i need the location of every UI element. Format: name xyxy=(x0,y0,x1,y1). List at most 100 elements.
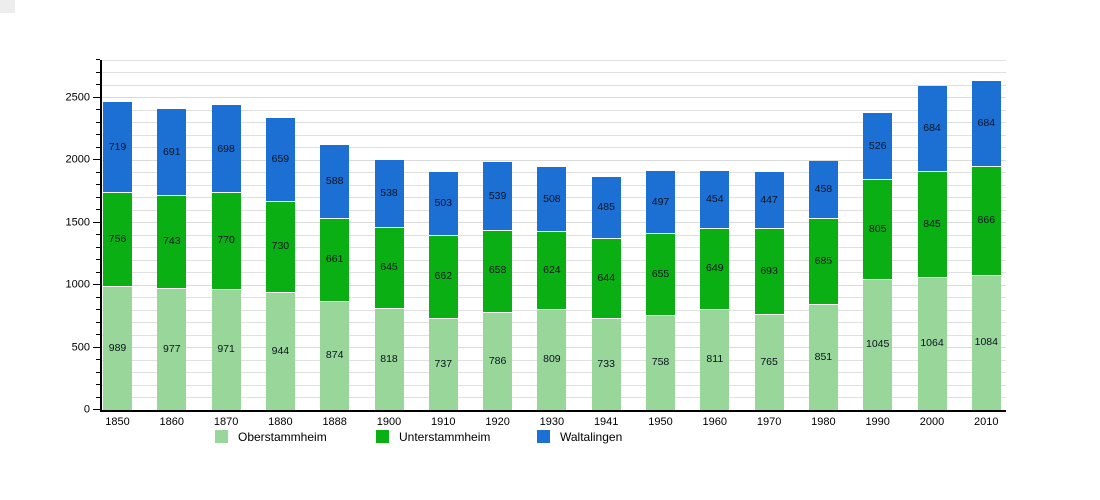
bar-segment-unterstammheim: 624 xyxy=(537,230,567,309)
bar-segment-unterstammheim: 743 xyxy=(157,195,187,288)
bar-segment-oberstammheim: 737 xyxy=(428,317,458,410)
bar-segment-unterstammheim: 805 xyxy=(863,178,893,280)
bar-value-label: 719 xyxy=(108,140,127,153)
bar-segment-oberstammheim: 811 xyxy=(700,308,730,410)
x-axis-tick-label: 1860 xyxy=(159,416,185,428)
legend-label: Unterstammheim xyxy=(399,429,491,444)
bar-segment-unterstammheim: 662 xyxy=(428,235,458,318)
plot-area: 0 500 1000 1500 2000 2500 989 756 719 1850 977 743 6… xyxy=(66,59,1006,428)
gridline xyxy=(102,159,1006,161)
bar-value-label: 809 xyxy=(543,353,561,366)
bar-value-label: 737 xyxy=(434,357,453,370)
y-axis-tick xyxy=(93,284,100,285)
legend-swatch xyxy=(215,430,228,443)
bar-value-label: 866 xyxy=(977,214,996,227)
y-axis-tick xyxy=(96,259,100,260)
bar-value-label: 661 xyxy=(325,253,344,266)
bar-segment-waltalingen: 698 xyxy=(211,105,241,193)
bar-segment-unterstammheim: 693 xyxy=(754,227,784,315)
bar-segment-waltalingen: 691 xyxy=(157,108,187,195)
bar-value-label: 684 xyxy=(977,117,996,130)
legend-item-unterstammheim: Unterstammheim xyxy=(376,430,537,443)
bar-value-label: 539 xyxy=(488,189,507,202)
bar-segment-oberstammheim: 818 xyxy=(374,307,404,410)
bar-segment-waltalingen: 684 xyxy=(917,85,947,172)
y-axis-tick-label: 2500 xyxy=(65,91,90,103)
bar-value-label: 758 xyxy=(651,356,670,369)
bar-value-label: 770 xyxy=(217,234,235,247)
bar-segment-unterstammheim: 661 xyxy=(320,218,350,301)
y-axis-tick xyxy=(96,84,100,85)
x-axis-tick-label: 1850 xyxy=(105,416,130,428)
bar-segment-waltalingen: 659 xyxy=(265,118,295,201)
x-axis-tick-label: 1920 xyxy=(485,416,510,428)
bar-segment-oberstammheim: 971 xyxy=(211,288,241,410)
bar-segment-oberstammheim: 874 xyxy=(320,300,350,410)
gridline xyxy=(102,147,1006,148)
y-axis-tick xyxy=(96,121,100,123)
bar-value-label: 811 xyxy=(706,353,724,366)
bar-segment-waltalingen: 485 xyxy=(591,177,621,238)
x-axis-tick-label: 1870 xyxy=(213,416,239,428)
bar-segment-waltalingen: 719 xyxy=(103,102,132,192)
bar-segment-unterstammheim: 644 xyxy=(591,237,621,319)
bar-value-label: 733 xyxy=(597,357,615,370)
bar-value-label: 649 xyxy=(706,261,724,274)
bar-segment-unterstammheim: 649 xyxy=(700,227,730,309)
bar-value-label: 698 xyxy=(217,142,235,155)
y-axis-tick xyxy=(96,71,100,73)
bar-value-label: 874 xyxy=(325,349,344,362)
bar-segment-oberstammheim: 733 xyxy=(591,318,621,410)
bar-value-label: 1064 xyxy=(920,337,944,350)
legend-swatch xyxy=(376,430,389,443)
legend-item-oberstammheim: Oberstammheim xyxy=(215,430,376,443)
bar-value-label: 659 xyxy=(271,153,290,166)
x-axis-tick-label: 1960 xyxy=(702,416,728,428)
bar-value-label: 645 xyxy=(380,261,398,274)
gridline xyxy=(102,84,1006,86)
bar-value-label: 644 xyxy=(597,271,615,284)
y-axis-tick xyxy=(96,234,100,235)
y-axis-tick xyxy=(96,184,100,185)
bar-value-label: 691 xyxy=(163,145,181,158)
y-axis-tick xyxy=(96,171,100,173)
x-axis-tick-label: 2010 xyxy=(974,416,999,428)
bar-value-label: 818 xyxy=(380,352,398,365)
gridline xyxy=(102,122,1006,123)
y-axis-tick xyxy=(96,146,100,148)
bar-value-label: 756 xyxy=(108,232,127,245)
bar-segment-unterstammheim: 845 xyxy=(917,171,947,277)
bar-value-label: 658 xyxy=(488,264,507,277)
bar-value-label: 743 xyxy=(163,235,181,248)
bar-value-label: 538 xyxy=(380,187,398,200)
gridline xyxy=(102,134,1006,136)
bar-segment-waltalingen: 526 xyxy=(863,113,893,179)
x-axis-tick-label: 1888 xyxy=(322,416,347,428)
bar-segment-oberstammheim: 977 xyxy=(157,287,187,410)
bar-value-label: 588 xyxy=(325,175,344,188)
bar-value-label: 977 xyxy=(163,342,181,355)
bar-segment-oberstammheim: 1084 xyxy=(971,274,1001,410)
bar-segment-oberstammheim: 765 xyxy=(754,314,784,410)
bar-segment-oberstammheim: 944 xyxy=(265,292,295,410)
y-axis-tick xyxy=(96,246,100,248)
y-axis-tick-label: 2000 xyxy=(65,153,90,166)
y-axis-tick xyxy=(96,271,100,273)
y-axis-tick-label: 0 xyxy=(83,403,90,416)
bar-value-label: 454 xyxy=(706,192,724,205)
bar-value-label: 497 xyxy=(651,196,670,209)
legend-swatch xyxy=(537,430,550,443)
bar-segment-unterstammheim: 756 xyxy=(103,191,132,287)
y-axis-tick xyxy=(96,309,100,310)
legend: Oberstammheim Unterstammheim Waltalingen xyxy=(215,430,698,443)
y-axis-tick-label: 1500 xyxy=(65,216,90,228)
bar-segment-waltalingen: 538 xyxy=(374,159,404,228)
x-axis-tick-label: 1880 xyxy=(268,416,293,428)
bar-value-label: 730 xyxy=(271,240,290,253)
bar-value-label: 1084 xyxy=(974,336,998,348)
y-axis-tick xyxy=(93,346,100,348)
gridline xyxy=(102,59,1006,61)
legend-label: Waltalingen xyxy=(560,429,623,444)
bar-value-label: 684 xyxy=(923,122,941,135)
gridline xyxy=(102,72,1006,73)
